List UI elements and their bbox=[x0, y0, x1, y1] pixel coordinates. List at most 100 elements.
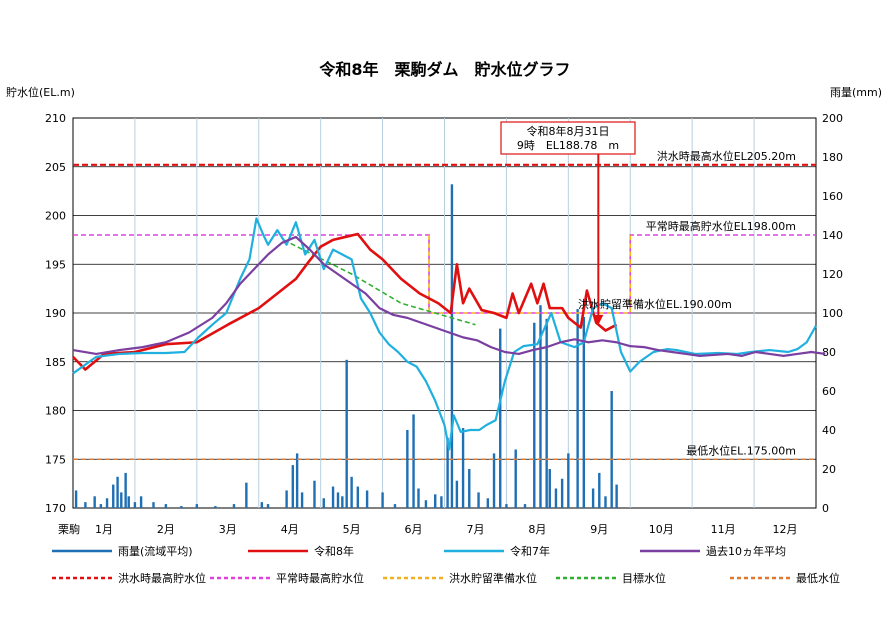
data-lines bbox=[72, 217, 826, 451]
rainfall-bar bbox=[554, 488, 558, 508]
rainfall-bar bbox=[548, 469, 551, 508]
reference-annotation: 洪水貯留準備水位EL.190.00m bbox=[578, 297, 732, 311]
legend-label: 目標水位 bbox=[622, 571, 666, 585]
rainfall-bar bbox=[610, 391, 613, 508]
y-left-tick-label: 210 bbox=[45, 112, 66, 125]
rainfall-bars bbox=[74, 184, 618, 509]
y-left-tick-label: 190 bbox=[45, 307, 66, 320]
rainfall-bar bbox=[381, 492, 384, 508]
rainfall-bar bbox=[523, 504, 527, 508]
rainfall-bar bbox=[180, 506, 183, 508]
rainfall-bar bbox=[356, 486, 360, 508]
rainfall-bar bbox=[291, 465, 295, 508]
y-right-tick-label: 180 bbox=[822, 151, 843, 164]
rainfall-bar bbox=[139, 496, 143, 508]
x-prefix-label: 栗駒 bbox=[58, 523, 80, 536]
rainfall-bar bbox=[295, 453, 299, 508]
x-tick-label: 8月 bbox=[528, 523, 546, 536]
reference-annotation: 洪水時最高水位EL205.20m bbox=[657, 149, 796, 163]
y-left-tick-label: 175 bbox=[45, 453, 66, 466]
y-right-axis-label: 雨量(mm) bbox=[830, 86, 882, 99]
rainfall-bar bbox=[567, 453, 570, 508]
annotations: 洪水時最高水位EL205.20m 平常時最高貯水位EL198.00m 洪水貯留準備水… bbox=[578, 149, 796, 457]
rainfall-bar bbox=[322, 498, 325, 508]
rainfall-bar bbox=[492, 453, 496, 508]
rainfall-bar bbox=[461, 428, 465, 508]
y-right-tick-label: 100 bbox=[822, 307, 843, 320]
rainfall-bar bbox=[120, 492, 123, 508]
reference-line bbox=[73, 234, 816, 314]
rainfall-bar bbox=[336, 492, 340, 508]
x-tick-label: 12月 bbox=[773, 523, 798, 536]
reference-line bbox=[283, 239, 476, 326]
legend-label: 令和7年 bbox=[510, 544, 550, 558]
rainfall-bar bbox=[112, 484, 115, 508]
y-right-ticks: 0 20 40 60 80 100 120 140 160 180 200 bbox=[822, 112, 843, 515]
rainfall-bar bbox=[300, 492, 304, 508]
reference-annotation: 最低水位EL.175.00m bbox=[686, 443, 796, 457]
rainfall-bar bbox=[486, 498, 490, 508]
x-tick-label: 2月 bbox=[157, 523, 175, 536]
x-tick-label: 11月 bbox=[711, 523, 736, 536]
rainfall-bar bbox=[133, 502, 137, 508]
y-left-tick-label: 185 bbox=[45, 356, 66, 369]
rainfall-bar bbox=[127, 496, 130, 508]
rainfall-bar bbox=[365, 490, 369, 508]
y-left-tick-label: 195 bbox=[45, 258, 66, 271]
rainfall-bar bbox=[393, 504, 397, 508]
rainfall-bar bbox=[533, 322, 536, 508]
rainfall-bar bbox=[195, 504, 199, 508]
y-right-tick-label: 60 bbox=[822, 385, 836, 398]
y-left-axis-label: 貯水位(EL.m) bbox=[6, 85, 75, 99]
legend-label: 令和8年 bbox=[314, 544, 354, 558]
y-right-tick-label: 80 bbox=[822, 346, 836, 359]
rainfall-bar bbox=[604, 496, 607, 508]
rainfall-bar bbox=[245, 482, 248, 508]
x-ticks: 1月 2月 3月 4月 5月 6月 7月 8月 9月 10月 11月 12月 bbox=[95, 523, 798, 536]
rainfall-bar bbox=[99, 504, 103, 508]
y-right-tick-label: 120 bbox=[822, 268, 843, 281]
rainfall-bar bbox=[450, 184, 454, 509]
rainfall-bar bbox=[116, 476, 119, 508]
chart-title: 令和8年 栗駒ダム 貯水位グラフ bbox=[318, 60, 570, 79]
rainfall-bar bbox=[93, 496, 96, 508]
callout-level: 9時 EL188.78 m bbox=[517, 139, 619, 152]
y-right-tick-label: 140 bbox=[822, 229, 843, 242]
rainfall-bar bbox=[124, 472, 127, 508]
rainfall-bar bbox=[539, 305, 542, 508]
rainfall-bar bbox=[266, 504, 270, 508]
rainfall-bar bbox=[214, 506, 217, 508]
rainfall-bar bbox=[331, 486, 335, 508]
legend-label: 洪水時最高貯水位 bbox=[118, 571, 206, 585]
rainfall-bar bbox=[152, 502, 155, 508]
legend-label: 雨量(流域平均) bbox=[118, 544, 193, 558]
rainfall-bar bbox=[164, 504, 168, 508]
rainfall-bar bbox=[505, 504, 508, 508]
rainfall-bar bbox=[455, 480, 459, 508]
rainfall-bar bbox=[406, 430, 409, 508]
x-tick-label: 3月 bbox=[219, 523, 237, 536]
y-right-tick-label: 40 bbox=[822, 424, 836, 437]
series-line bbox=[72, 235, 826, 357]
y-left-tick-label: 170 bbox=[45, 502, 66, 515]
series-line bbox=[72, 217, 817, 451]
rainfall-bar bbox=[350, 476, 353, 508]
rainfall-bar bbox=[105, 498, 109, 508]
callout-arrow-head bbox=[593, 314, 604, 325]
rainfall-bar bbox=[285, 490, 288, 508]
rainfall-bar bbox=[468, 469, 471, 508]
rainfall-bar bbox=[424, 500, 428, 508]
legend-label: 洪水貯留準備水位 bbox=[449, 571, 537, 585]
reference-line bbox=[428, 235, 632, 314]
rainfall-bar bbox=[440, 496, 443, 508]
y-left-tick-label: 180 bbox=[45, 405, 66, 418]
rainfall-bar bbox=[434, 494, 437, 508]
y-right-tick-label: 200 bbox=[822, 112, 843, 125]
callout-box bbox=[500, 121, 636, 155]
rainfall-bar bbox=[446, 437, 449, 508]
rainfall-bar bbox=[598, 472, 601, 508]
rainfall-bar bbox=[313, 480, 316, 508]
y-left-ticks: 170 175 180 185 190 195 200 205 210 bbox=[45, 112, 66, 515]
